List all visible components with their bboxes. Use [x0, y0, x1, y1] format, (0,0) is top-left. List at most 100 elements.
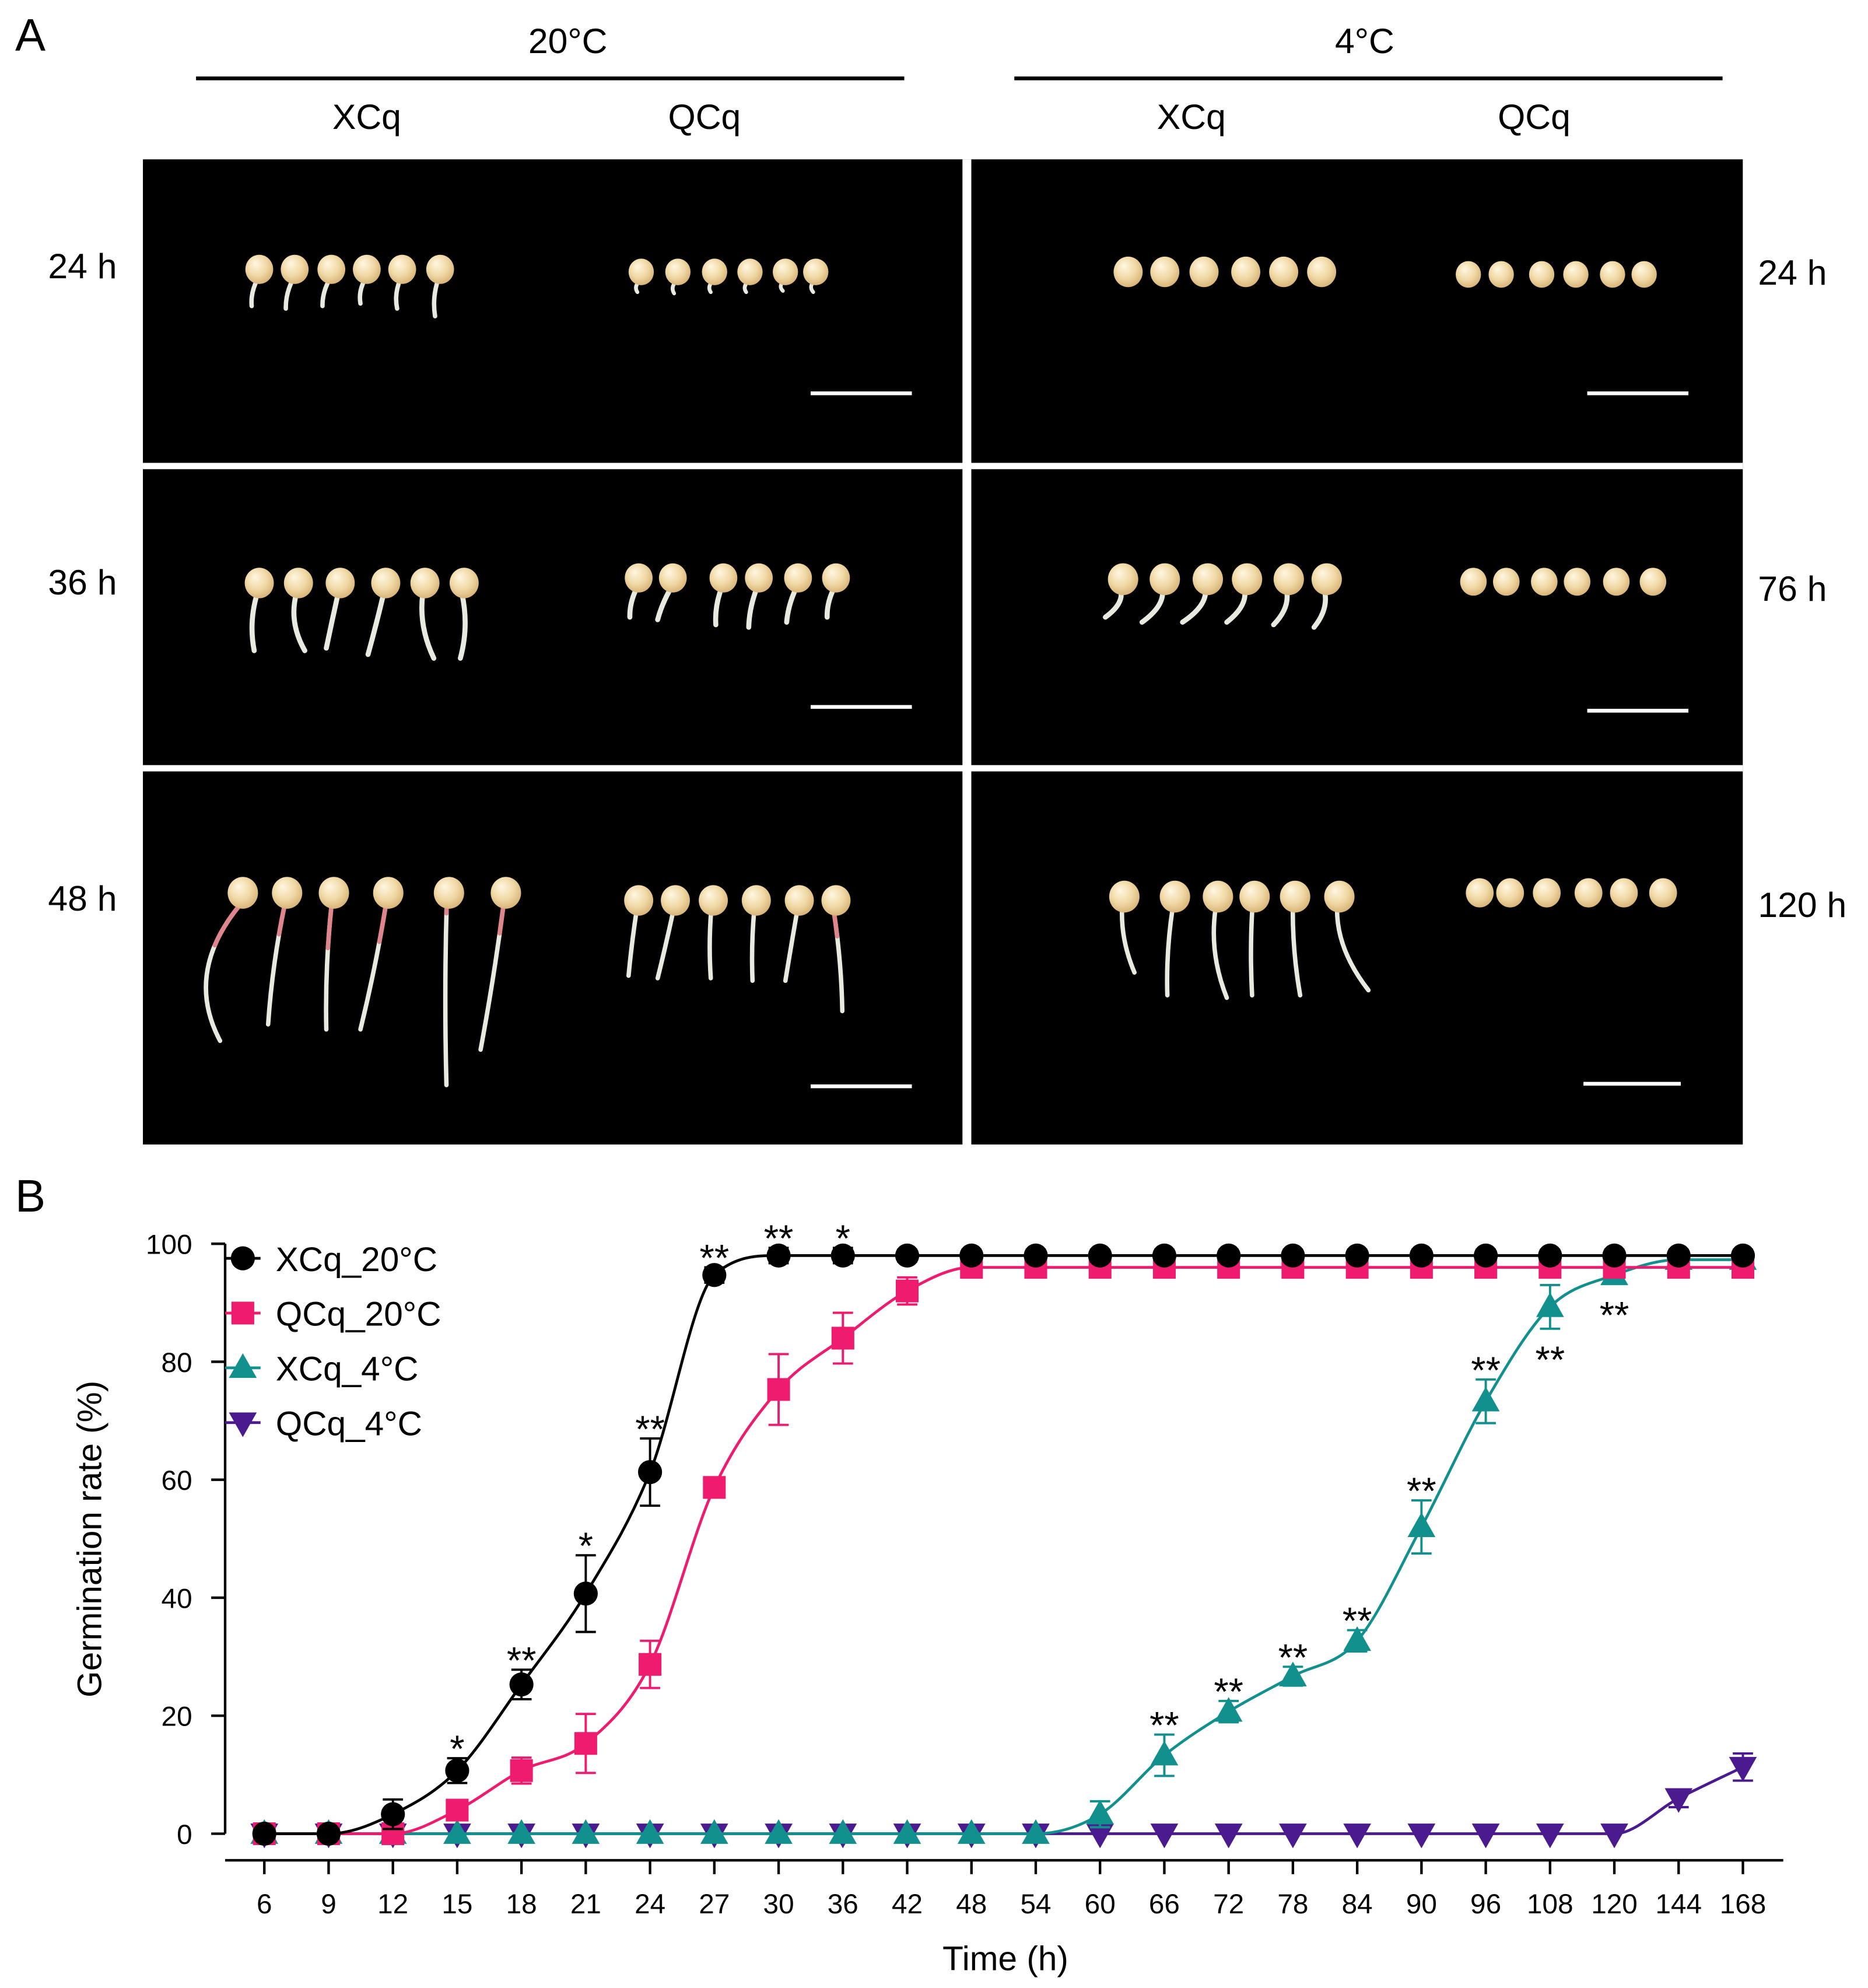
data-point	[1409, 1243, 1434, 1268]
radicle	[1211, 905, 1229, 1000]
data-point	[509, 1672, 534, 1697]
data-point	[510, 1759, 533, 1782]
data-point	[1407, 1824, 1436, 1849]
x-tick-label: 36	[828, 1889, 858, 1920]
significance-marker: **	[635, 1408, 665, 1450]
seedlings-qcq-20c-48h	[624, 885, 851, 1014]
seedlings-xcq-4c-76h	[1103, 563, 1342, 630]
x-tick-label: 9	[321, 1889, 337, 1920]
x-axis-title: Time (h)	[942, 1940, 1068, 1978]
seed	[784, 563, 812, 593]
seedlings	[204, 254, 1677, 1087]
data-point	[573, 1581, 598, 1606]
legend-item: QCq_4°C	[225, 1405, 422, 1443]
seed	[283, 568, 313, 598]
radicle	[291, 591, 307, 653]
cultivar-heading-xcq-20c: XCq	[332, 97, 401, 136]
data-point	[895, 1243, 920, 1268]
seed	[1159, 880, 1190, 913]
seed	[410, 568, 440, 598]
x-tick-label: 168	[1720, 1889, 1767, 1920]
data-point	[1345, 1243, 1369, 1268]
x-tick-label: 30	[763, 1889, 794, 1920]
data-point	[1088, 1243, 1112, 1268]
seedlings-qcq-4c-24h	[1456, 261, 1657, 288]
seed	[1631, 261, 1657, 288]
data-point	[446, 1798, 469, 1822]
data-point	[1473, 1243, 1498, 1268]
data-point	[959, 1243, 984, 1268]
seed	[1493, 568, 1520, 596]
x-tick-label: 24	[635, 1889, 665, 1920]
significance-marker: **	[1407, 1470, 1436, 1513]
data-point	[957, 1819, 986, 1844]
significance-marker: **	[507, 1639, 537, 1682]
seed	[281, 254, 309, 284]
x-tick-label: 42	[892, 1889, 923, 1920]
cultivar-heading-qcq-20c: QCq	[668, 97, 741, 136]
seed	[1649, 878, 1677, 908]
photo-divider-horizontal	[143, 765, 1743, 772]
x-tick-label: 78	[1277, 1889, 1308, 1920]
seed	[1109, 880, 1140, 913]
y-tick-label: 40	[162, 1583, 192, 1614]
seed	[1231, 256, 1260, 288]
seed	[745, 563, 773, 593]
data-point	[1281, 1243, 1305, 1268]
seed	[1311, 563, 1342, 596]
data-point	[1086, 1824, 1115, 1849]
radicle	[443, 902, 449, 1087]
seed	[1113, 256, 1143, 288]
radicle	[655, 909, 676, 981]
seed	[773, 258, 798, 285]
radicle	[249, 591, 260, 653]
cultivar-heading-xcq-4c: XCq	[1157, 97, 1226, 136]
time-label-right-row1: 24 h	[1758, 253, 1827, 292]
radicle	[324, 591, 341, 651]
y-axis-title: Germination rate (%)	[71, 1381, 108, 1698]
x-tick-label: 96	[1470, 1889, 1501, 1920]
photo-background	[143, 159, 1743, 1144]
seed	[1610, 878, 1638, 908]
seedlings-xcq-4c-120h	[1109, 880, 1371, 1000]
significance-marker: **	[1149, 1704, 1179, 1746]
seed	[426, 254, 454, 284]
x-tick-label: 108	[1527, 1889, 1573, 1920]
data-point	[1022, 1819, 1050, 1844]
radicle	[626, 909, 639, 978]
y-tick-label: 60	[162, 1465, 192, 1496]
y-tick-label: 80	[162, 1348, 192, 1378]
data-point	[639, 1653, 662, 1676]
radicle	[1334, 905, 1371, 993]
significance-marker: **	[1471, 1349, 1501, 1391]
x-tick-label: 54	[1020, 1889, 1051, 1920]
data-point	[700, 1819, 728, 1844]
radicle	[1119, 905, 1137, 975]
data-point	[443, 1819, 471, 1844]
legend-label: XCq_20°C	[276, 1241, 437, 1279]
seed	[784, 885, 814, 916]
seedlings-qcq-4c-120h	[1466, 878, 1677, 908]
data-point	[829, 1819, 857, 1844]
significance-marker: **	[1214, 1670, 1243, 1713]
legend-marker	[229, 1353, 257, 1378]
data-point	[831, 1326, 854, 1350]
data-point	[1471, 1824, 1500, 1849]
x-tick-label: 6	[257, 1889, 272, 1920]
x-tick-label: 66	[1149, 1889, 1180, 1920]
seed	[244, 568, 274, 598]
cultivar-heading-qcq-4c: QCq	[1498, 97, 1571, 136]
seed	[1488, 261, 1514, 288]
radicle	[749, 909, 756, 984]
legend-label: QCq_20°C	[276, 1296, 441, 1334]
radicle-pigment	[212, 902, 243, 948]
seed	[661, 885, 690, 916]
x-tick-label: 18	[506, 1889, 537, 1920]
seed	[373, 877, 404, 909]
seed	[709, 563, 738, 593]
significance-marker: **	[1278, 1636, 1308, 1679]
data-point	[1729, 1756, 1757, 1782]
y-tick-label: 100	[146, 1230, 192, 1261]
data-point	[830, 1243, 855, 1268]
